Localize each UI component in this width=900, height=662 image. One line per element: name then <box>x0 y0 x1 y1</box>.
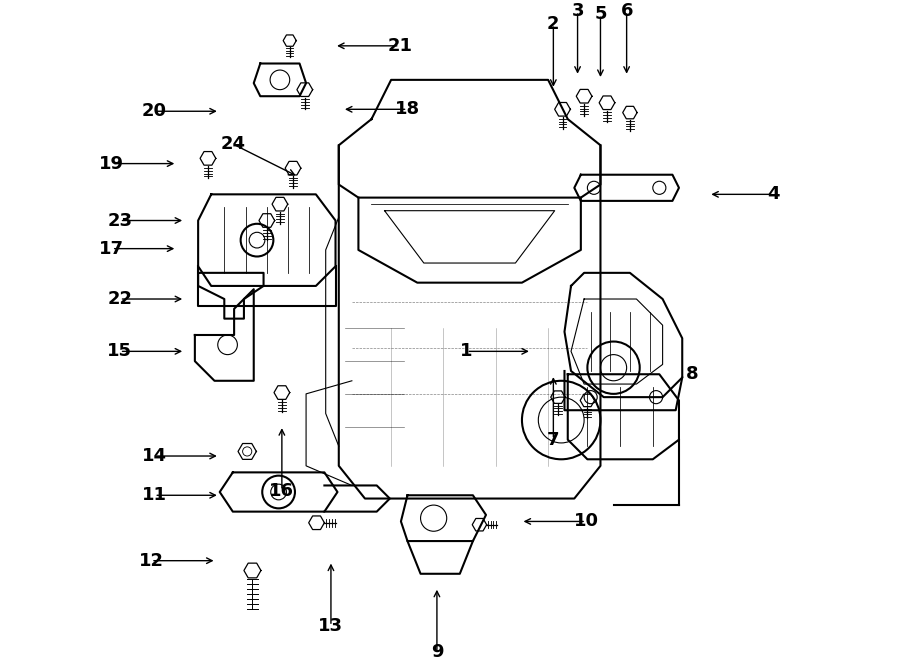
Text: 24: 24 <box>220 135 246 153</box>
Text: 23: 23 <box>107 212 132 230</box>
Text: 2: 2 <box>547 15 560 33</box>
Text: 7: 7 <box>547 431 560 449</box>
Text: 13: 13 <box>319 617 344 635</box>
Text: 8: 8 <box>686 365 698 383</box>
Text: 22: 22 <box>107 290 132 308</box>
Text: 17: 17 <box>99 240 124 258</box>
Text: 21: 21 <box>387 37 412 55</box>
Text: 5: 5 <box>594 5 607 23</box>
Text: 12: 12 <box>139 551 164 570</box>
Text: 6: 6 <box>620 2 633 20</box>
Text: 3: 3 <box>572 2 584 20</box>
Text: 14: 14 <box>142 447 166 465</box>
Text: 18: 18 <box>395 101 420 118</box>
Text: 19: 19 <box>99 155 124 173</box>
Text: 16: 16 <box>269 482 294 500</box>
Text: 1: 1 <box>460 342 473 360</box>
Text: 9: 9 <box>431 643 443 661</box>
Text: 4: 4 <box>768 185 780 203</box>
Text: 11: 11 <box>142 487 166 504</box>
Text: 10: 10 <box>573 512 598 530</box>
Text: 20: 20 <box>142 102 166 120</box>
Text: 15: 15 <box>107 342 132 360</box>
